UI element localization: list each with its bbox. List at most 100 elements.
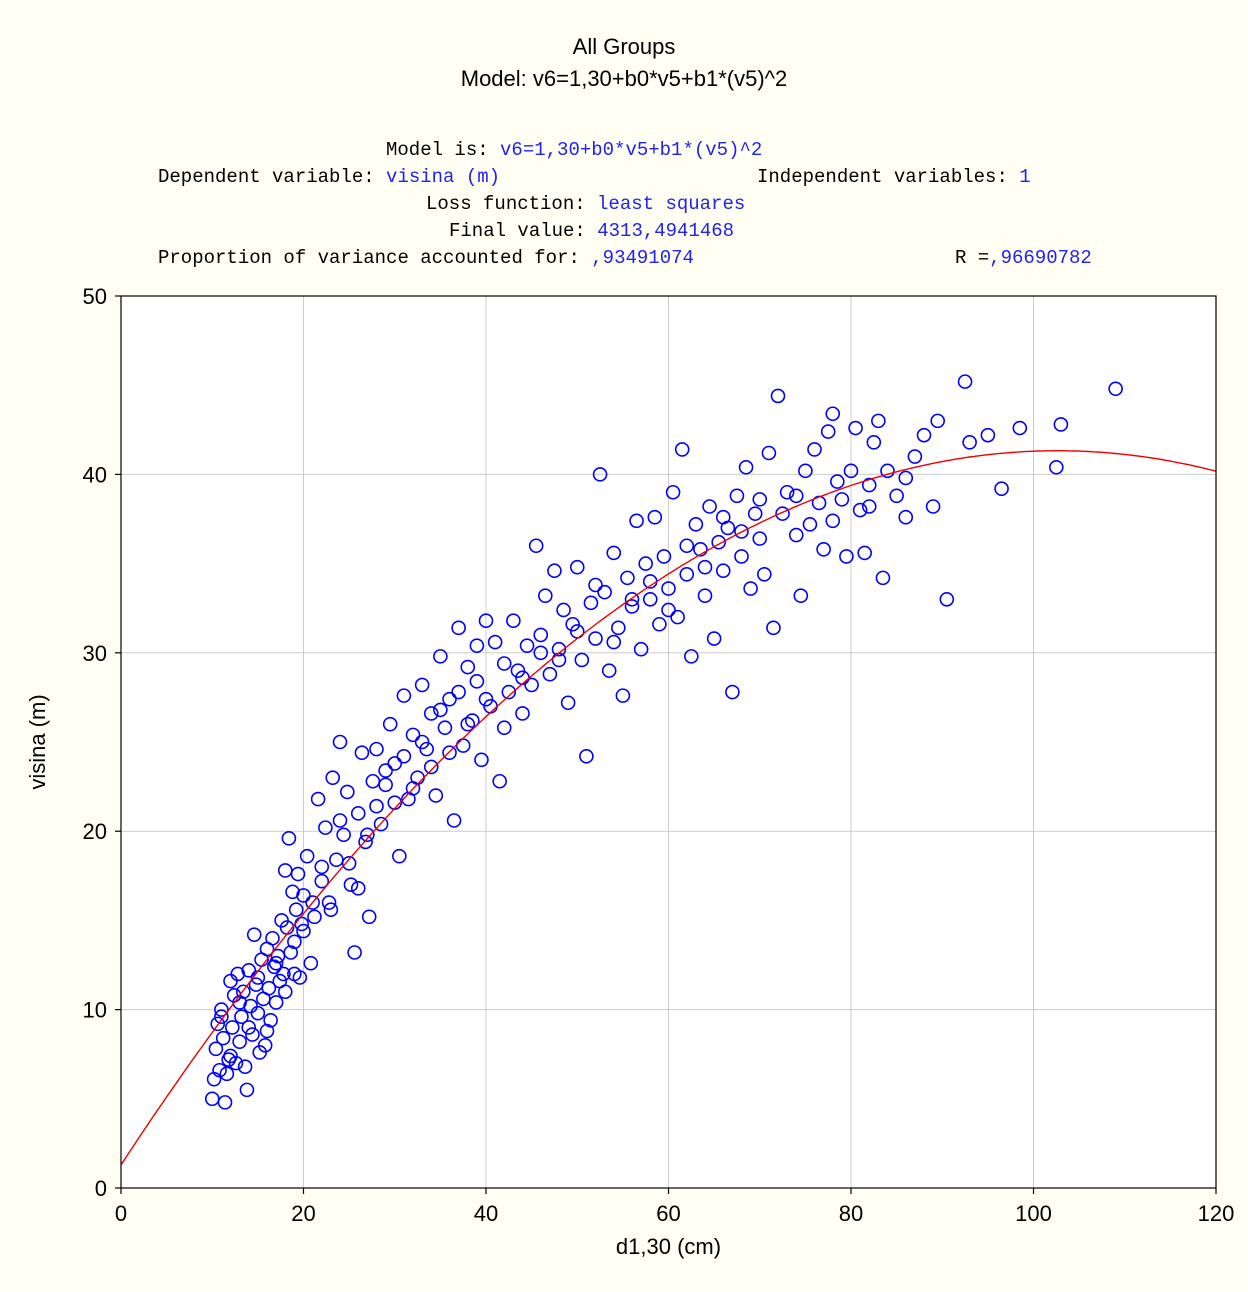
data-point [752, 492, 768, 507]
data-point [606, 634, 622, 650]
data-point [647, 509, 663, 525]
data-point [396, 688, 412, 703]
data-point [624, 599, 640, 614]
model-line: Model is: v6=1,30+b0*v5+b1*(v5)^2 [386, 139, 762, 161]
dependent-variable-line: Dependent variable: visina (m) [158, 166, 500, 188]
data-point [820, 424, 836, 439]
y-tick-label: 10 [83, 998, 107, 1023]
data-point [597, 584, 612, 600]
loss-label: Loss function: [426, 193, 598, 215]
y-tick-label: 40 [83, 462, 107, 487]
data-point [633, 641, 649, 657]
data-point [734, 524, 749, 539]
data-point [574, 652, 590, 668]
data-point [361, 909, 377, 925]
data-point [336, 827, 351, 843]
data-point [551, 641, 567, 657]
data-point [268, 955, 284, 971]
independent-variables-line: Independent variables: 1 [757, 166, 1031, 188]
data-point [478, 613, 494, 628]
data-point [620, 570, 635, 586]
data-point [451, 620, 466, 636]
data-point [208, 1041, 224, 1057]
data-point [510, 663, 526, 678]
variance-label: Proportion of variance accounted for: [158, 247, 592, 269]
data-point [241, 1020, 257, 1035]
data-point [1012, 420, 1028, 436]
data-point [788, 488, 804, 504]
data-point [848, 420, 863, 436]
data-point [314, 859, 330, 875]
data-point [276, 966, 291, 982]
data-point [556, 602, 571, 618]
loss-value: least squares [597, 193, 746, 215]
data-point [807, 442, 822, 457]
data-point [212, 1062, 227, 1078]
data-point [606, 545, 622, 561]
data-point [446, 813, 462, 828]
data-point [307, 909, 322, 925]
data-point [702, 499, 717, 514]
data-point [405, 781, 421, 796]
data-point [234, 1009, 249, 1025]
data-point [261, 980, 277, 996]
data-point [757, 567, 772, 582]
data-point [219, 1066, 235, 1082]
data-point [743, 581, 758, 596]
data-point [684, 649, 699, 664]
data-point [569, 559, 585, 575]
data-point [1053, 417, 1069, 432]
data-point [679, 567, 695, 582]
data-point [360, 827, 375, 843]
data-point [428, 788, 444, 803]
data-point [793, 588, 809, 604]
data-point [538, 588, 553, 604]
data-point [624, 591, 640, 607]
data-point [697, 559, 713, 575]
data-point [994, 481, 1009, 496]
data-point [547, 563, 562, 579]
data-point [725, 684, 740, 700]
data-point [321, 895, 337, 910]
data-point [373, 816, 389, 832]
data-point [857, 545, 872, 561]
data-point [506, 613, 521, 628]
data-point [592, 467, 608, 482]
data-point [281, 831, 297, 846]
dependent-label: Dependent variable: [158, 166, 387, 188]
dependent-value: visina (m) [386, 166, 501, 188]
data-point [738, 459, 754, 475]
x-tick-label: 80 [839, 1201, 863, 1226]
data-point [871, 413, 886, 429]
data-point [241, 963, 257, 978]
x-tick-label: 0 [115, 1201, 127, 1226]
data-point [442, 691, 457, 707]
x-tick-label: 40 [474, 1201, 498, 1226]
data-point [268, 995, 284, 1010]
data-point [542, 666, 558, 682]
data-point [816, 542, 831, 557]
x-tick-label: 20 [291, 1201, 315, 1226]
x-tick-label: 60 [656, 1201, 680, 1226]
data-point [350, 806, 366, 821]
data-point [214, 1002, 229, 1017]
data-point [962, 434, 977, 450]
data-point [930, 413, 945, 429]
data-point [232, 1034, 247, 1050]
data-point [343, 877, 359, 893]
data-point [875, 570, 891, 586]
data-point [250, 1005, 266, 1021]
x-tick-label: 100 [1015, 1201, 1052, 1226]
data-point [839, 549, 854, 564]
data-point [339, 784, 355, 800]
data-point [652, 616, 667, 632]
data-point [925, 499, 941, 514]
data-point [265, 930, 280, 946]
axis-ticks: 0 20 40 60 80 100 120 0 10 20 30 40 50 [83, 284, 1235, 1226]
data-point [474, 752, 489, 768]
data-point [332, 734, 348, 750]
x-axis-label: d1,30 (cm) [616, 1234, 721, 1259]
data-point [611, 620, 626, 636]
data-point [830, 474, 845, 489]
data-point [898, 470, 914, 486]
